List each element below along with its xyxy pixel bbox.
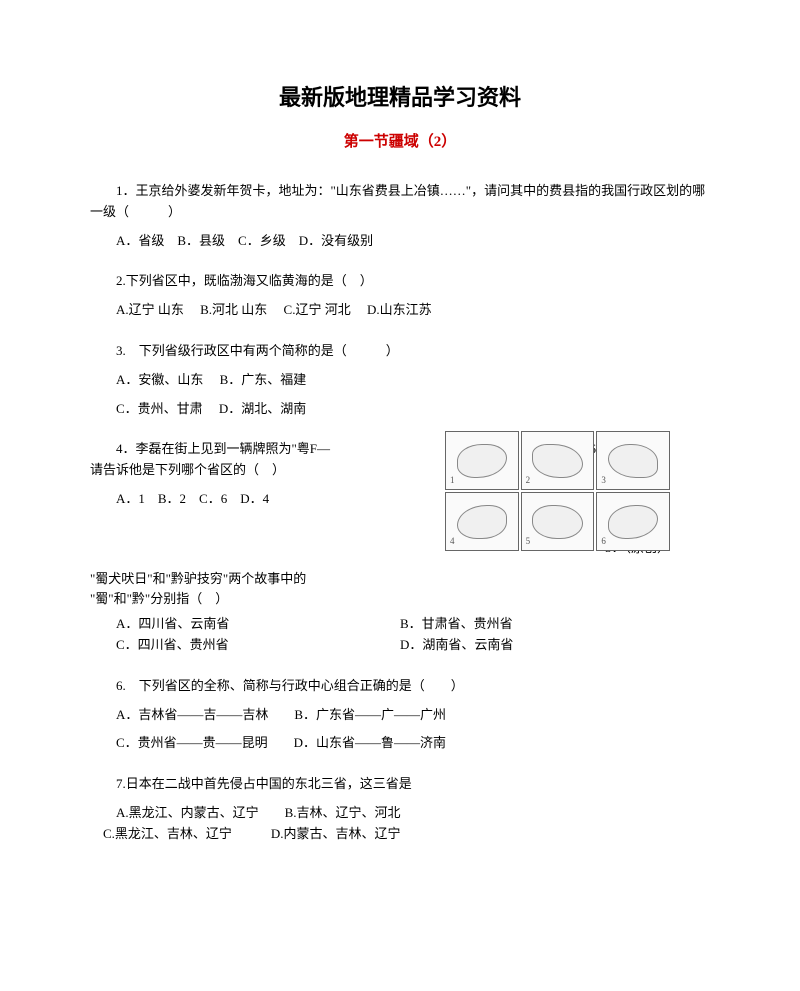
map-cell-4: 4 xyxy=(445,492,519,551)
q4-options: A．1 B．2 C．6 D．4 xyxy=(90,489,420,510)
map-label-4: 4 xyxy=(450,534,455,548)
map-label-1: 1 xyxy=(450,473,455,487)
q5-optC: C．四川省、贵州省 xyxy=(90,635,400,656)
q5-text-a: "蜀犬吠日"和"黔驴技穷"两个故事中的 xyxy=(90,569,710,590)
map-cell-6: 6 xyxy=(596,492,670,551)
q5-optD: D．湖南省、云南省 xyxy=(400,635,710,656)
q5-optA: A．四川省、云南省 xyxy=(90,614,400,635)
q4-text-a: 4．李磊在街上见到一辆牌照为"粤F— xyxy=(116,441,330,456)
question-1: 1．王京给外婆发新年贺卡，地址为："山东省费县上冶镇……"，请问其中的费县指的我… xyxy=(90,181,710,251)
q3-options-2: C．贵州、甘肃 D．湖北、湖南 xyxy=(90,399,710,420)
question-5: "蜀犬吠日"和"黔驴技穷"两个故事中的 "蜀"和"黔"分别指（ ） A．四川省、… xyxy=(90,569,710,656)
q7-options-1: A.黑龙江、内蒙古、辽宁 B.吉林、辽宁、河北 xyxy=(90,803,710,824)
q7-options-2: C.黑龙江、吉林、辽宁 D.内蒙古、吉林、辽宁 xyxy=(90,824,710,845)
q2-text: 2.下列省区中，既临渤海又临黄海的是（ ） xyxy=(90,271,710,292)
map-cell-3: 3 xyxy=(596,431,670,490)
q3-text: 3. 下列省级行政区中有两个简称的是（ ） xyxy=(90,341,710,362)
map-label-3: 3 xyxy=(601,473,606,487)
map-label-2: 2 xyxy=(526,473,531,487)
q6-options-1: A．吉林省——吉——吉林 B．广东省——广——广州 xyxy=(90,705,710,726)
q3-options-1: A．安徽、山东 B．广东、福建 xyxy=(90,370,710,391)
q5-optB: B．甘肃省、贵州省 xyxy=(400,614,710,635)
q1-text: 1．王京给外婆发新年贺卡，地址为："山东省费县上冶镇……"，请问其中的费县指的我… xyxy=(90,181,710,223)
q6-options-2: C．贵州省——贵——昆明 D．山东省——鲁——济南 xyxy=(90,733,710,754)
question-7: 7.日本在二战中首先侵占中国的东北三省，这三省是 A.黑龙江、内蒙古、辽宁 B.… xyxy=(90,774,710,844)
sub-title: 第一节疆域（2） xyxy=(90,130,710,151)
map-cell-1: 1 xyxy=(445,431,519,490)
map-label-6: 6 xyxy=(601,534,606,548)
q2-options: A.辽宁 山东 B.河北 山东 C.辽宁 河北 D.山东江苏 xyxy=(90,300,710,321)
main-title: 最新版地理精品学习资料 xyxy=(90,80,710,112)
map-cell-5: 5 xyxy=(521,492,595,551)
q6-text: 6. 下列省区的全称、简称与行政中心组合正确的是（ ） xyxy=(90,676,710,697)
question-2: 2.下列省区中，既临渤海又临黄海的是（ ） A.辽宁 山东 B.河北 山东 C.… xyxy=(90,271,710,321)
map-grid: 1 2 3 4 5 6 xyxy=(445,431,670,551)
question-3: 3. 下列省级行政区中有两个简称的是（ ） A．安徽、山东 B．广东、福建 C．… xyxy=(90,341,710,419)
map-label-5: 5 xyxy=(526,534,531,548)
map-cell-2: 2 xyxy=(521,431,595,490)
q5-text-b: "蜀"和"黔"分别指（ ） xyxy=(90,589,710,610)
q7-text: 7.日本在二战中首先侵占中国的东北三省，这三省是 xyxy=(90,774,710,795)
q5-options-grid: A．四川省、云南省 B．甘肃省、贵州省 C．四川省、贵州省 D．湖南省、云南省 xyxy=(90,614,710,656)
question-4: 1 2 3 4 5 6 4．李磊在街上见到一辆牌照为"粤F— 34667"的车辆… xyxy=(90,439,710,558)
question-6: 6. 下列省区的全称、简称与行政中心组合正确的是（ ） A．吉林省——吉——吉林… xyxy=(90,676,710,754)
q1-options: A．省级 B．县级 C．乡级 D．没有级别 xyxy=(90,231,710,252)
